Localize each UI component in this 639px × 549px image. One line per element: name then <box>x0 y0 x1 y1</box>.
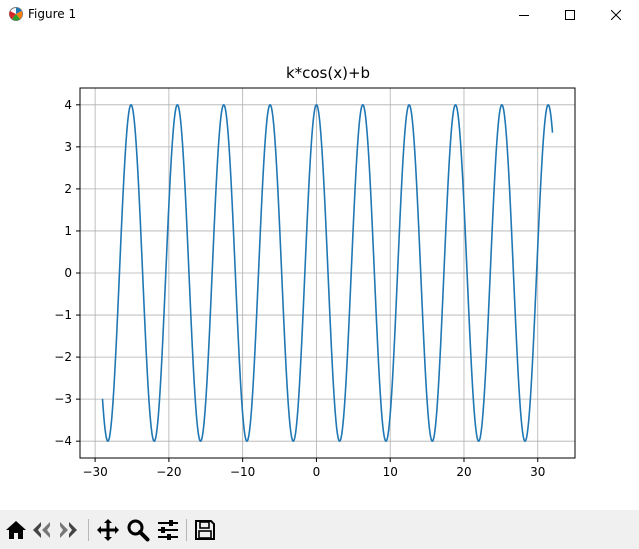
x-tick-label: −20 <box>156 465 181 479</box>
zoom-button[interactable] <box>126 518 150 542</box>
y-tick-label: −4 <box>54 434 72 448</box>
x-tick-label: 0 <box>313 465 321 479</box>
x-ticks: −30 −20 −10 0 10 20 30 <box>82 458 545 479</box>
y-ticks: −4 −3 −2 −1 0 1 2 3 4 <box>54 98 80 448</box>
x-tick-label: 20 <box>456 465 471 479</box>
minimize-button[interactable] <box>501 0 547 30</box>
window-titlebar: Figure 1 <box>0 0 639 30</box>
chart-title: k*cos(x)+b <box>286 64 370 82</box>
pan-button[interactable] <box>96 518 120 542</box>
forward-icon <box>60 522 77 538</box>
figure-canvas[interactable]: −30 −20 −10 0 10 20 30 −4 −3 −2 −1 0 1 2 3 4 k*cos(x)+… <box>0 30 639 510</box>
y-tick-label: 1 <box>64 224 72 238</box>
y-tick-label: −2 <box>54 350 72 364</box>
series-line-cos <box>101 103 554 443</box>
y-tick-label: −1 <box>54 308 72 322</box>
window-title: Figure 1 <box>28 7 77 21</box>
y-tick-label: −3 <box>54 392 72 406</box>
close-icon <box>611 10 621 20</box>
x-tick-label: −10 <box>230 465 255 479</box>
maximize-icon <box>565 10 575 20</box>
minimize-icon <box>519 15 529 16</box>
y-tick-label: 2 <box>64 182 72 196</box>
save-button[interactable] <box>193 518 217 542</box>
pan-icon <box>97 519 119 541</box>
matplotlib-app-icon <box>9 7 23 21</box>
maximize-button[interactable] <box>547 0 593 30</box>
home-icon <box>6 521 26 539</box>
x-tick-label: −30 <box>82 465 107 479</box>
x-tick-label: 10 <box>383 465 398 479</box>
save-icon <box>195 520 215 540</box>
back-icon <box>33 522 50 538</box>
x-tick-label: 30 <box>530 465 545 479</box>
home-button[interactable] <box>4 518 28 542</box>
back-button[interactable] <box>30 518 54 542</box>
y-tick-label: 4 <box>64 98 72 112</box>
configure-subplots-icon <box>158 520 178 540</box>
close-button[interactable] <box>593 0 639 30</box>
toolbar-separator <box>88 519 89 541</box>
forward-button[interactable] <box>56 518 80 542</box>
y-tick-label: 3 <box>64 140 72 154</box>
toolbar-separator <box>186 519 187 541</box>
configure-subplots-button[interactable] <box>156 518 180 542</box>
y-tick-label: 0 <box>64 266 72 280</box>
zoom-icon <box>127 519 150 542</box>
navigation-toolbar <box>0 510 639 549</box>
